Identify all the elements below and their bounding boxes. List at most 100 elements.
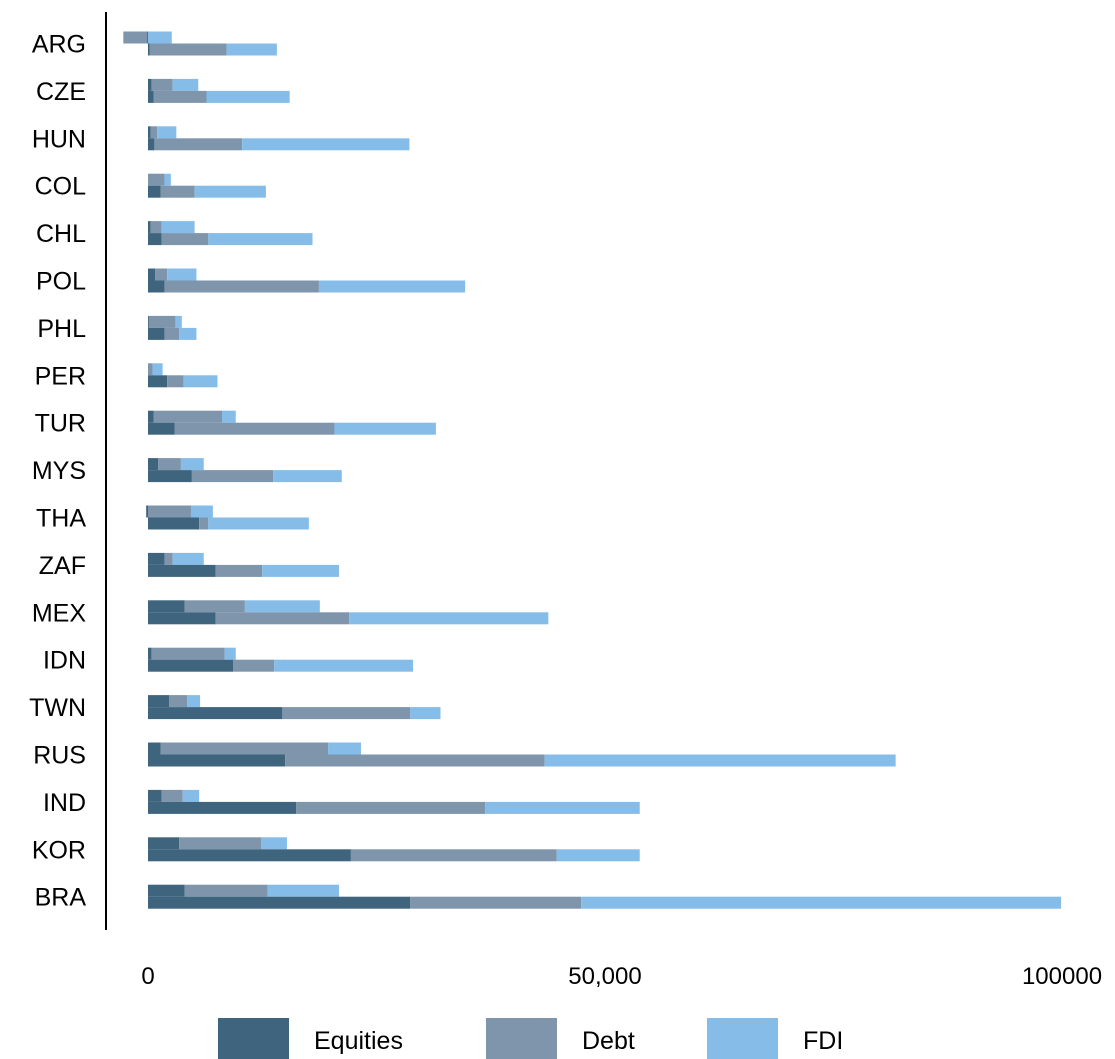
bar-tur-lower-equities [148,422,175,435]
legend-swatch-debt [486,1018,557,1059]
bar-phl-upper-fdi [175,315,182,328]
bar-cze-upper-debt [151,78,173,91]
bar-zaf-upper-fdi [172,552,204,565]
bar-rus-lower-equities [148,754,286,767]
bar-mys-upper-debt [158,458,181,471]
bar-chl-upper-equities [148,221,151,234]
bar-phl-lower-debt [164,327,180,340]
bar-per-upper-debt [148,363,153,376]
bar-pol-lower-debt [164,280,319,293]
bar-arg-lower-equities [148,43,150,56]
bar-mex-upper-debt [184,600,245,613]
bar-kor-upper-debt [179,837,262,850]
category-label-arg: ARG [32,31,86,59]
bar-hun-upper-equities [148,126,151,139]
x-tick-label-0: 0 [141,963,154,990]
bar-twn-upper-equities [148,695,170,708]
bar-mex-lower-equities [148,612,216,625]
bar-twn-upper-debt [169,695,188,708]
bar-col-lower-equities [148,185,161,198]
category-label-tha: THA [36,505,86,533]
bar-mex-lower-fdi [349,612,549,625]
bar-pol-upper-fdi [167,268,197,281]
bar-bra-upper-equities [148,884,185,897]
bar-bra-upper-fdi [267,884,340,897]
bar-hun-lower-fdi [242,138,410,151]
legend-swatch-fdi [707,1018,778,1059]
category-label-zaf: ZAF [39,552,86,580]
bar-hun-lower-equities [148,138,155,151]
bar-arg-upper-equities [147,31,148,44]
bar-col-lower-debt [160,185,195,198]
category-label-rus: RUS [33,742,86,770]
bar-per-lower-fdi [183,375,218,388]
category-label-twn: TWN [29,694,86,722]
bar-mex-lower-debt [215,612,350,625]
bar-rus-lower-debt [285,754,545,767]
bar-tha-lower-equities [148,517,200,530]
legend-label-debt: Debt [582,1027,635,1055]
bar-hun-upper-fdi [157,126,177,139]
bar-tha-upper-debt [148,505,191,518]
bar-pol-lower-equities [148,280,165,293]
bar-bra-lower-equities [148,896,411,909]
category-label-mex: MEX [32,599,87,627]
bar-arg-upper-debt [123,31,148,44]
bar-bra-upper-debt [184,884,268,897]
bar-col-upper-debt [148,173,165,186]
legend-label-fdi: FDI [803,1027,843,1055]
bar-mys-lower-fdi [273,470,342,483]
category-label-idn: IDN [43,647,86,675]
bar-arg-upper-fdi [148,31,172,44]
bar-mys-upper-fdi [180,458,204,471]
category-label-mys: MYS [32,457,86,485]
bar-phl-lower-fdi [179,327,197,340]
x-tick-label-2: 100000 [1022,963,1102,990]
bar-hun-upper-debt [150,126,158,139]
bar-mex-upper-fdi [244,600,320,613]
bar-zaf-upper-equities [148,552,165,565]
bar-twn-lower-fdi [410,707,441,720]
bar-mys-lower-equities [148,470,192,483]
bar-tur-upper-equities [148,410,154,423]
bar-zaf-lower-debt [215,564,263,577]
bar-rus-upper-debt [160,742,329,755]
bar-per-upper-fdi [152,363,163,376]
category-label-col: COL [35,173,87,201]
bar-cze-lower-equities [148,90,154,103]
category-label-pol: POL [36,268,86,296]
bar-pol-lower-fdi [318,280,466,293]
bar-tur-lower-debt [174,422,335,435]
category-label-per: PER [35,362,86,390]
bar-chl-lower-fdi [208,233,313,246]
bar-twn-lower-equities [148,707,283,720]
bar-mys-lower-debt [191,470,274,483]
bar-chl-upper-fdi [161,221,195,234]
bar-ind-lower-equities [148,801,297,814]
bar-mys-upper-equities [148,458,159,471]
category-label-kor: KOR [32,836,86,864]
bar-cze-upper-equities [148,78,152,91]
bar-rus-upper-equities [148,742,161,755]
bar-rus-upper-fdi [328,742,361,755]
legend-swatch-equities [218,1018,289,1059]
bar-ind-upper-debt [161,789,183,802]
bar-chl-lower-equities [148,233,162,246]
bar-tha-upper-equities [146,505,148,518]
bar-ind-upper-equities [148,789,162,802]
bar-pol-upper-equities [148,268,156,281]
bar-zaf-upper-debt [164,552,173,565]
bar-idn-upper-equities [148,647,152,660]
legend-label-equities: Equities [314,1027,403,1055]
bar-chl-upper-debt [150,221,162,234]
bars [123,31,1062,909]
bar-idn-upper-fdi [224,647,236,660]
x-tick-labels: 0 50,000 100000 [141,963,1102,990]
bar-hun-lower-debt [154,138,243,151]
bar-per-lower-equities [148,375,168,388]
category-label-bra: BRA [35,884,87,912]
bar-idn-lower-debt [233,659,275,672]
bar-ind-upper-fdi [182,789,200,802]
